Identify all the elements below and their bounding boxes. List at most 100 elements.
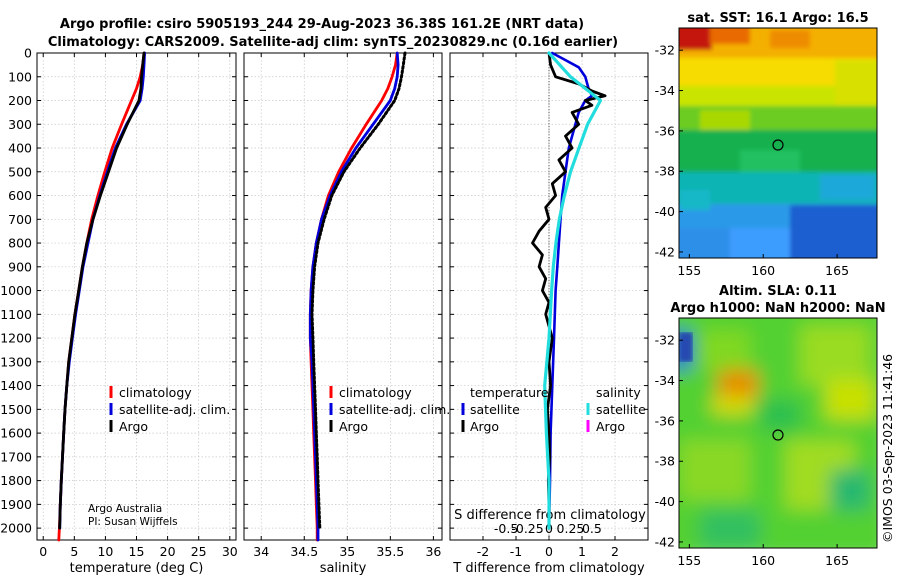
y-tick-label: 100	[8, 69, 32, 84]
x-tick-label: 20	[160, 544, 176, 559]
y-tick-label: 1400	[0, 378, 32, 393]
y-tick-label: 1500	[0, 402, 32, 417]
x-tick-label: 15	[129, 544, 145, 559]
map-y-tick-label: -34	[655, 373, 675, 388]
y-tick-label: 800	[8, 236, 32, 251]
sla-map-title-line1: Altim. SLA: 0.11	[719, 284, 837, 299]
x-tick-label: 35.5	[376, 544, 404, 559]
map-y-tick-label: -36	[655, 413, 675, 428]
y-tick-label: 2000	[0, 521, 32, 536]
y-tick-label: 1200	[0, 331, 32, 346]
sst-map-frame	[678, 27, 878, 259]
y-tick-label: 1800	[0, 473, 32, 488]
series-satellite-adj-clim-	[308, 51, 400, 542]
y-tick-label: 200	[8, 93, 32, 108]
salinity-panel: 34 34.5 35 35.5 36 salinity	[243, 51, 443, 576]
map-x-tick-label: 160	[751, 553, 775, 568]
legend-t-argo-label: Argo	[470, 419, 499, 434]
x-axis-label: salinity	[320, 561, 367, 576]
y-tick-label: 0	[24, 46, 32, 61]
y-tick-label: 1600	[0, 426, 32, 441]
x-tick-label: 10	[97, 544, 113, 559]
x-axis-label: temperature (deg C)	[70, 561, 204, 576]
y-tick-label: 1700	[0, 449, 32, 464]
series-temperature-argo	[531, 51, 607, 530]
legend-climatology-label: climatology	[339, 385, 412, 400]
sla-map-frame	[678, 317, 878, 549]
x-tick-label: 1	[578, 544, 586, 559]
series-salinity-satellite	[543, 51, 603, 530]
x-tick-label: 0	[545, 544, 553, 559]
x-tick-label: 30	[222, 544, 238, 559]
map-x-tick-label: 160	[751, 263, 775, 278]
map-y-tick-label: -40	[655, 204, 675, 219]
series-argo	[58, 51, 146, 530]
sla-map-title-line2: Argo h1000: NaN h2000: NaN	[670, 301, 885, 316]
x-tick-label: 36	[425, 544, 441, 559]
s-tick-label: -0.25	[511, 521, 543, 536]
x-tick-label: 0	[39, 544, 47, 559]
legend-argo-label: Argo	[339, 419, 368, 434]
map-y-tick-label: -42	[655, 534, 675, 549]
x-tick-label: 34.5	[290, 544, 318, 559]
x-tick-label: -1	[510, 544, 522, 559]
x-tick-label: -2	[477, 544, 489, 559]
map-x-tick-label: 165	[825, 263, 849, 278]
x-tick-label: 35	[339, 544, 355, 559]
y-tick-label: 400	[8, 141, 32, 156]
map-x-tick-label: 165	[825, 553, 849, 568]
credit-line2: PI: Susan Wijffels	[88, 516, 178, 528]
legend-t-satellite-label: satellite	[470, 402, 520, 417]
map-y-tick-label: -32	[655, 333, 675, 348]
y-tick-label: 500	[8, 164, 32, 179]
y-tick-label: 600	[8, 188, 32, 203]
axes-frame	[243, 52, 443, 541]
legend-temperature-title: temperature	[470, 385, 549, 400]
sst-profile-marker	[772, 139, 784, 151]
sla-map: 155 160 165 -32 -34 -36 -38 -40 -42	[655, 317, 878, 568]
s-tick-label: -0.5	[494, 521, 518, 536]
difference-legend-temperature: temperature satellite Argo	[461, 385, 549, 434]
s-tick-label: 0.5	[582, 521, 602, 536]
s-tick-label: 0.25	[557, 521, 585, 536]
legend-s-satellite-label: satellite	[596, 402, 646, 417]
x-tick-label: 2	[611, 544, 619, 559]
legend-salinity-title: salinity	[596, 385, 641, 400]
map-y-tick-label: -32	[655, 43, 675, 58]
map-y-tick-label: -38	[655, 454, 675, 469]
sst-map: 155 160 165 -32 -34 -36 -38 -40 -42	[655, 27, 878, 278]
map-x-tick-label: 155	[677, 263, 701, 278]
y-tick-label: 300	[8, 117, 32, 132]
figure-title-line2: Climatology: CARS2009. Satellite-adj cli…	[48, 35, 618, 50]
y-tick-label: 1900	[0, 497, 32, 512]
legend-argo-label: Argo	[119, 419, 148, 434]
legend-s-argo-label: Argo	[596, 419, 625, 434]
legend-climatology-label: climatology	[119, 385, 192, 400]
temperature-panel: 0 5 10 15 20 25 300100200300400500600700800900…	[0, 46, 238, 577]
map-y-tick-label: -42	[655, 244, 675, 259]
difference-legend-salinity: salinity satellite Argo	[586, 385, 646, 434]
y-tick-label: 700	[8, 212, 32, 227]
sla-profile-marker	[772, 429, 784, 441]
legend-satellite-label: satellite-adj. clim.	[339, 402, 450, 417]
x-tick-label: 5	[70, 544, 78, 559]
legend-satellite-label: satellite-adj. clim.	[119, 402, 230, 417]
x-axis-label: T difference from climatology	[452, 561, 645, 576]
x-tick-label: 34	[253, 544, 269, 559]
x-tick-label: 25	[191, 544, 207, 559]
salinity-legend: climatology satellite-adj. clim. Argo	[329, 385, 450, 434]
sst-map-title: sat. SST: 16.1 Argo: 16.5	[687, 11, 868, 26]
y-tick-label: 900	[8, 259, 32, 274]
map-y-tick-label: -40	[655, 494, 675, 509]
map-y-tick-label: -36	[655, 123, 675, 138]
timestamp: ©IMOS 03-Sep-2023 11:41:46	[880, 354, 895, 543]
series-climatology	[57, 51, 146, 542]
y-tick-label: 1000	[0, 283, 32, 298]
temperature-legend: climatology satellite-adj. clim. Argo	[109, 385, 230, 434]
figure-title-line1: Argo profile: csiro 5905193_244 29-Aug-2…	[60, 17, 584, 32]
map-x-tick-label: 155	[677, 553, 701, 568]
series-climatology	[308, 51, 399, 542]
map-y-tick-label: -34	[655, 83, 675, 98]
